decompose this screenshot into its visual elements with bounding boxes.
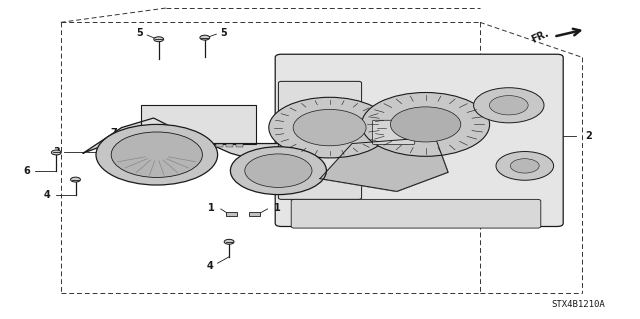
Bar <box>249 212 260 216</box>
Text: 6: 6 <box>24 166 30 176</box>
Circle shape <box>293 109 366 146</box>
Circle shape <box>390 107 461 142</box>
Text: 4: 4 <box>207 261 213 271</box>
Circle shape <box>496 152 554 180</box>
Circle shape <box>70 177 81 182</box>
Circle shape <box>362 93 490 156</box>
Text: 1: 1 <box>274 203 280 213</box>
FancyBboxPatch shape <box>278 81 362 199</box>
Circle shape <box>244 154 312 188</box>
FancyBboxPatch shape <box>291 199 541 228</box>
Bar <box>154 144 161 147</box>
Circle shape <box>96 124 218 185</box>
Circle shape <box>490 96 528 115</box>
Circle shape <box>269 97 390 158</box>
Bar <box>236 144 243 147</box>
Text: 4: 4 <box>44 189 50 200</box>
Polygon shape <box>320 137 448 191</box>
Text: FR.: FR. <box>530 28 550 45</box>
Text: 5: 5 <box>221 27 227 38</box>
Circle shape <box>154 37 164 42</box>
Circle shape <box>224 239 234 244</box>
Circle shape <box>474 88 544 123</box>
Circle shape <box>200 35 210 40</box>
Text: 1: 1 <box>208 203 214 213</box>
Text: 7: 7 <box>111 128 117 138</box>
Circle shape <box>51 150 61 155</box>
FancyBboxPatch shape <box>141 105 256 144</box>
Bar <box>226 144 233 147</box>
Text: 5: 5 <box>136 28 143 39</box>
Polygon shape <box>83 118 448 191</box>
Bar <box>144 144 151 147</box>
Text: 2: 2 <box>586 130 593 141</box>
Bar <box>185 144 192 147</box>
Bar <box>205 144 212 147</box>
Circle shape <box>230 147 326 195</box>
FancyBboxPatch shape <box>275 54 563 226</box>
FancyBboxPatch shape <box>372 120 415 145</box>
Bar <box>164 144 172 147</box>
Circle shape <box>111 132 202 177</box>
Text: STX4B1210A: STX4B1210A <box>551 300 605 309</box>
Bar <box>226 212 237 216</box>
Bar <box>216 144 223 147</box>
Circle shape <box>511 159 539 173</box>
Text: 3: 3 <box>53 146 60 157</box>
Bar <box>175 144 182 147</box>
Bar <box>195 144 202 147</box>
